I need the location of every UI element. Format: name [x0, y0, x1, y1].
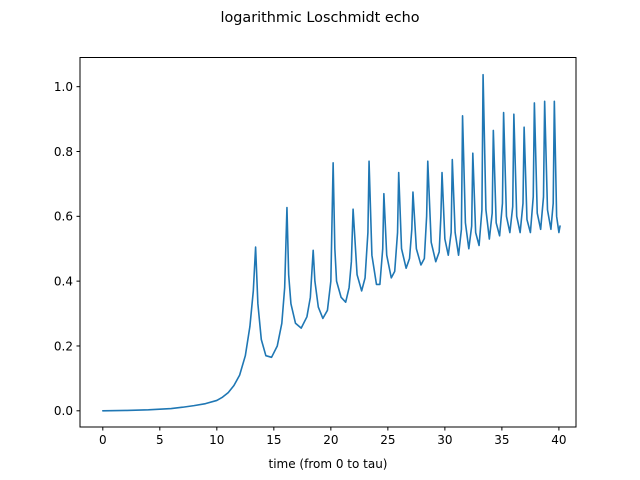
x-tick-label: 5 [156, 433, 164, 447]
series-line-0 [102, 73, 561, 412]
x-tick-label: 10 [209, 433, 224, 447]
x-tick-label: 40 [551, 433, 566, 447]
x-tick-label: 30 [437, 433, 452, 447]
y-tick-label: 1.0 [54, 80, 73, 94]
y-tick-label: 0.0 [54, 404, 73, 418]
x-axis-label: time (from 0 to tau) [268, 457, 387, 471]
y-tick-label: 0.4 [54, 274, 73, 288]
x-tick-label: 35 [494, 433, 509, 447]
x-tick-label: 25 [380, 433, 395, 447]
x-tick-label: 20 [323, 433, 338, 447]
x-tick-label: 15 [266, 433, 281, 447]
chart-title: logarithmic Loschmidt echo [220, 10, 419, 26]
y-tick-label: 0.8 [54, 145, 73, 159]
plot-frame [79, 57, 577, 428]
y-tick-label: 0.6 [54, 210, 73, 224]
x-tick-label: 0 [99, 433, 107, 447]
y-tick-label: 0.2 [54, 339, 73, 353]
